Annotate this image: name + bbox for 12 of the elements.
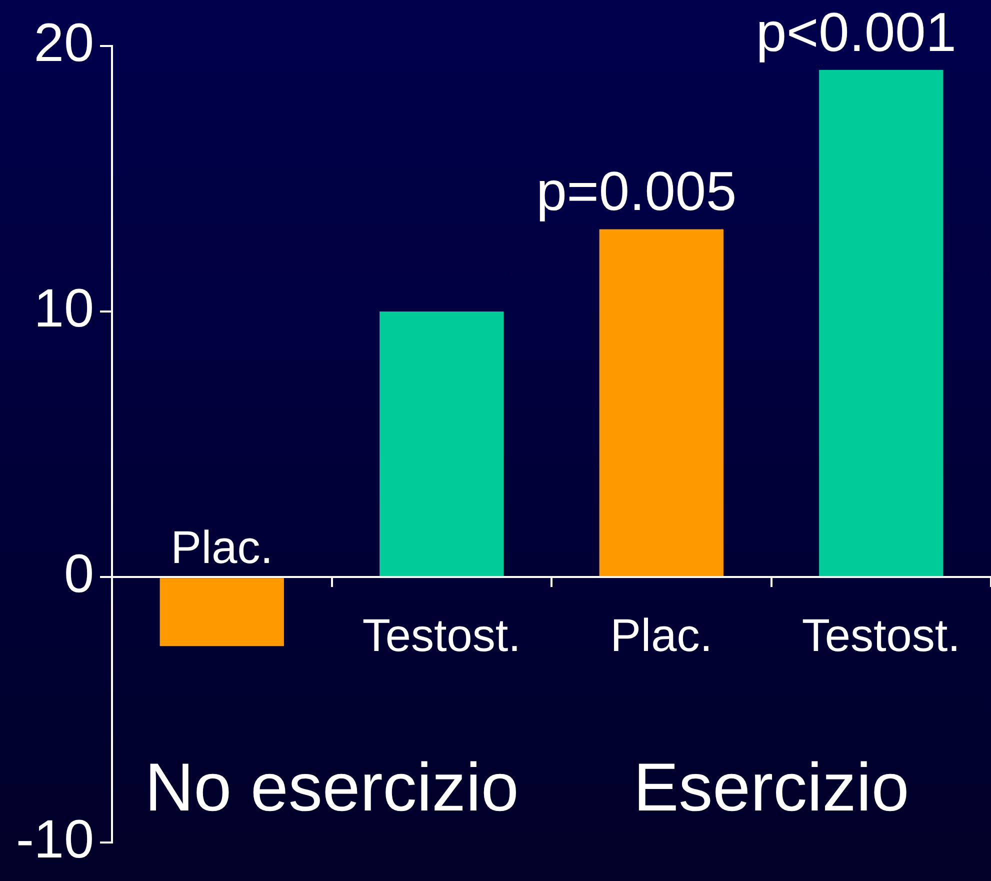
annotation: p=0.005 [536,160,737,222]
x-tick-label: Testost. [362,609,521,662]
y-tick-label: 10 [34,278,94,338]
y-tick-label: -10 [16,809,94,870]
x-tick-label: Plac. [170,521,274,574]
y-tick-label: 0 [64,544,94,604]
x-tick-label: Plac. [610,609,713,662]
y-tick-label: 20 [34,12,94,73]
annotation: p<0.001 [756,0,956,63]
annotation: Esercizio [633,750,910,826]
annotation: No esercizio [144,750,519,826]
x-tick-label: Testost. [802,609,960,662]
